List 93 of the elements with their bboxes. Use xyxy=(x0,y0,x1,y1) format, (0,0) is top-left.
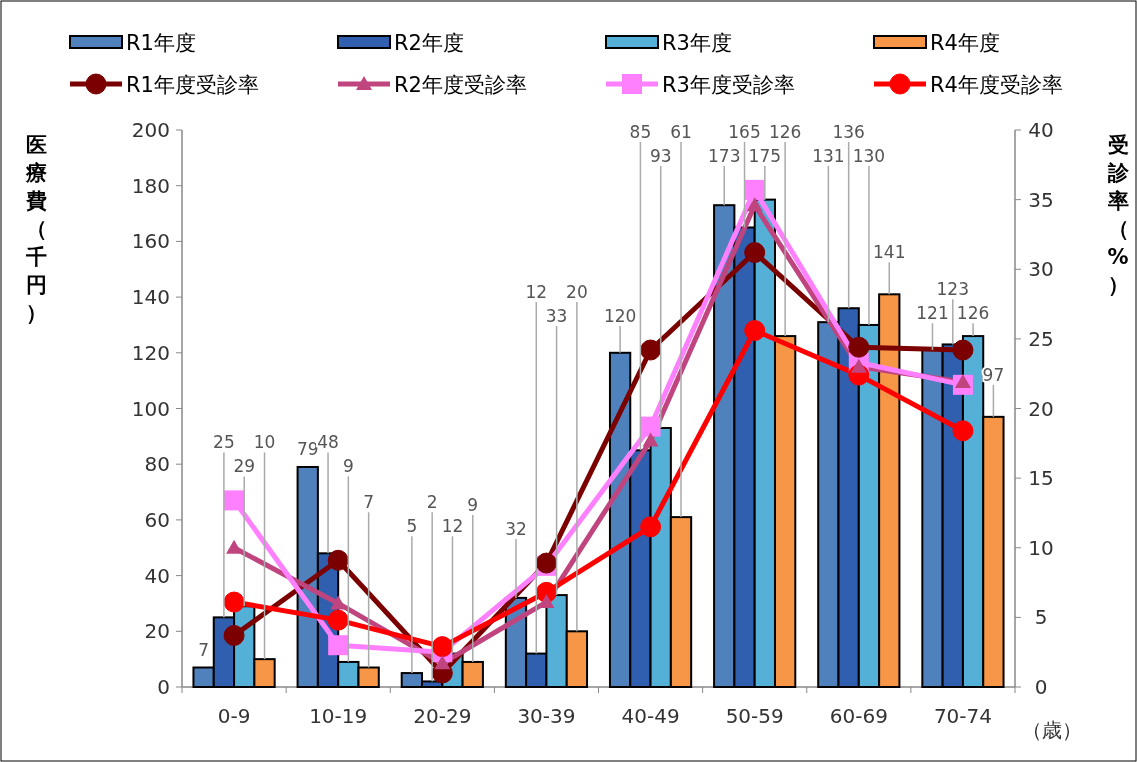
point xyxy=(330,595,347,610)
data-label: 10 xyxy=(253,432,276,453)
data-label: 20 xyxy=(566,282,588,302)
point xyxy=(431,636,453,658)
y-tick-label: 0 xyxy=(157,675,170,699)
x-tick-label: 70-74 xyxy=(933,704,992,728)
data-label: 7 xyxy=(363,492,375,513)
data-label: 120 xyxy=(603,306,637,326)
x-tick-label: 40-49 xyxy=(621,704,680,728)
data-label: 33 xyxy=(545,306,568,326)
y2-tick-label: 5 xyxy=(1034,605,1048,630)
x-tick-label: 30-39 xyxy=(517,704,576,728)
y-tick-label: 160 xyxy=(131,229,170,254)
x-tick-label: 0-9 xyxy=(217,704,251,728)
data-label: 7 xyxy=(198,639,209,660)
data-label: 131 xyxy=(812,145,845,166)
legend-label: R1年度受診率 xyxy=(126,73,259,97)
y-axis-title: 医療費（千円） xyxy=(24,133,47,325)
legend-label: R4年度 xyxy=(930,31,1000,55)
point xyxy=(327,549,349,571)
y2-tick-label: 40 xyxy=(1028,118,1054,142)
y-tick-label: 80 xyxy=(144,452,170,477)
data-label: 175 xyxy=(748,145,782,166)
data-label: 48 xyxy=(317,432,339,453)
data-label: 2 xyxy=(426,492,438,513)
point xyxy=(327,609,349,631)
point xyxy=(952,420,974,442)
data-label: 130 xyxy=(852,145,886,166)
y2-axis-title: 受診率（%） xyxy=(1106,133,1130,297)
y-tick-label: 100 xyxy=(131,396,170,421)
data-label: 9 xyxy=(342,456,354,477)
point xyxy=(850,358,867,373)
data-label: 141 xyxy=(873,242,906,263)
legend-label: R1年度 xyxy=(126,31,196,55)
x-axis-title: （歳） xyxy=(1022,718,1082,742)
point xyxy=(744,179,765,200)
y2-tick-label: 30 xyxy=(1028,257,1054,282)
point xyxy=(952,339,974,361)
data-label: 12 xyxy=(525,282,548,302)
point xyxy=(746,197,763,212)
data-label: 123 xyxy=(936,279,969,300)
point xyxy=(328,635,349,656)
y-tick-label: 180 xyxy=(131,173,170,198)
x-tick-label: 50-59 xyxy=(725,704,784,728)
data-label: 32 xyxy=(505,519,527,540)
point xyxy=(640,516,662,538)
y-tick-label: 60 xyxy=(144,507,170,532)
point xyxy=(848,336,870,358)
legend-label: R4年度受診率 xyxy=(930,73,1063,97)
data-label: 93 xyxy=(649,145,672,166)
y-tick-label: 120 xyxy=(131,340,170,365)
y2-tick-label: 25 xyxy=(1028,326,1054,351)
x-tick-label: 20-29 xyxy=(413,704,472,728)
data-label: 85 xyxy=(629,121,652,142)
point xyxy=(224,490,245,511)
data-label: 12 xyxy=(441,516,464,537)
y-tick-label: 20 xyxy=(144,619,170,644)
y2-tick-label: 35 xyxy=(1028,187,1054,212)
y2-tick-label: 10 xyxy=(1028,535,1054,560)
point xyxy=(642,432,659,447)
data-label: 121 xyxy=(916,303,949,324)
point xyxy=(954,374,971,389)
data-label: 136 xyxy=(832,121,865,142)
data-label: 61 xyxy=(670,121,692,142)
data-label: 29 xyxy=(233,456,256,477)
point xyxy=(434,655,451,670)
y-tick-label: 140 xyxy=(131,285,170,310)
point xyxy=(226,539,243,554)
x-tick-label: 60-69 xyxy=(829,704,888,728)
legend-label: R3年度受診率 xyxy=(662,73,795,97)
data-label: 9 xyxy=(467,495,479,516)
data-label: 165 xyxy=(728,121,761,142)
data-label: 25 xyxy=(213,432,235,453)
legend-label: R2年度受診率 xyxy=(394,73,527,97)
y2-tick-label: 20 xyxy=(1028,396,1054,421)
y-tick-label: 200 xyxy=(131,118,170,142)
data-label: 126 xyxy=(956,303,990,324)
point xyxy=(640,339,662,361)
x-tick-label: 10-19 xyxy=(309,704,368,728)
legend-label: R2年度 xyxy=(394,31,464,55)
point xyxy=(223,591,245,613)
point xyxy=(640,416,661,437)
y2-tick-label: 0 xyxy=(1034,675,1048,699)
y-tick-label: 40 xyxy=(144,563,170,588)
y2-tick-label: 15 xyxy=(1028,466,1054,491)
point xyxy=(223,624,245,646)
point xyxy=(744,242,766,264)
data-label: 5 xyxy=(406,516,418,537)
data-label: 126 xyxy=(768,121,802,142)
legend-label: R3年度 xyxy=(662,31,732,55)
data-label: 79 xyxy=(296,439,319,459)
point xyxy=(744,320,766,342)
data-label: 173 xyxy=(708,145,741,166)
